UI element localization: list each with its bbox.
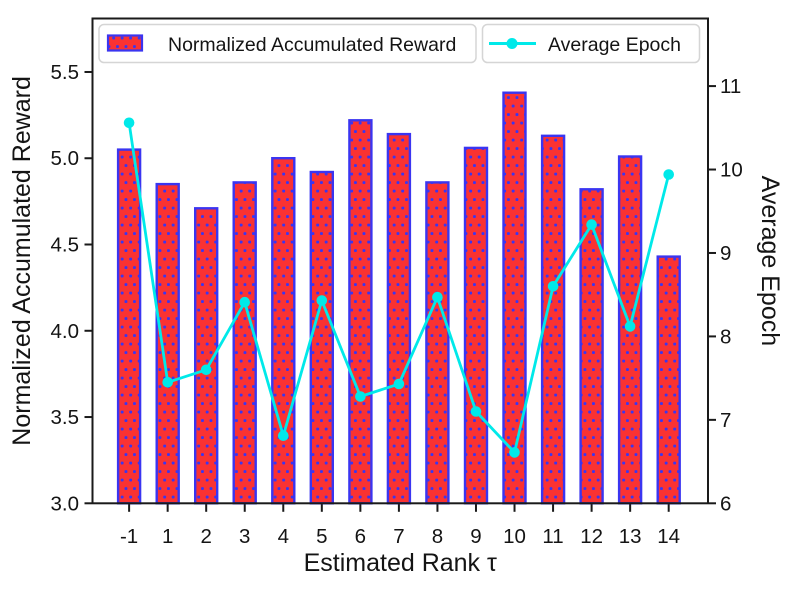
x-tick-label: 13 <box>619 525 642 548</box>
legend-bar-swatch <box>106 34 144 52</box>
x-tick-label: 3 <box>239 525 250 548</box>
left-tick-label: 4.0 <box>51 320 80 343</box>
x-tick-label: 6 <box>355 525 366 548</box>
legend-bar-series: Normalized Accumulated Reward <box>98 23 477 64</box>
legend-box <box>98 23 477 64</box>
bar-rank-6 <box>348 119 373 505</box>
right-tick-label: 7 <box>720 409 731 432</box>
line-marker-rank--1 <box>123 117 135 129</box>
line-marker-rank-4 <box>278 430 289 442</box>
left-tick-label: 3.5 <box>51 406 80 429</box>
bar-rank-8 <box>425 181 450 505</box>
x-tick-label: 11 <box>542 525 563 548</box>
x-tick-label: 9 <box>470 525 481 548</box>
x-tick-label: -1 <box>120 525 138 548</box>
x-tick-label: 12 <box>580 525 603 548</box>
bar-rank-3 <box>232 181 257 505</box>
left-tick-label: 5.0 <box>51 147 80 170</box>
left-tick-label: 4.5 <box>51 234 80 257</box>
left-axis-label: Normalized Accumulated Reward <box>8 76 36 446</box>
line-marker-rank-11 <box>547 281 559 292</box>
line-marker-rank-13 <box>624 321 636 332</box>
x-tick-label: 2 <box>200 525 211 548</box>
bar-rank--1 <box>116 148 142 505</box>
x-tick-label: 7 <box>393 525 404 548</box>
legend-label: Normalized Accumulated Reward <box>168 34 456 56</box>
left-tick-label: 5.5 <box>51 61 80 84</box>
line-marker-rank-8 <box>432 291 443 303</box>
bar-rank-7 <box>386 132 412 505</box>
right-tick-label: 6 <box>720 492 731 515</box>
line-marker-rank-14 <box>663 169 674 180</box>
right-tick-label: 8 <box>720 325 731 348</box>
right-tick-label: 10 <box>720 159 743 182</box>
bar-rank-14 <box>656 255 681 505</box>
bar-rank-9 <box>463 146 489 505</box>
right-axis-label: Average Epoch <box>756 176 784 347</box>
x-axis-label: Estimated Rank τ <box>304 549 497 577</box>
legend-line-series: Average Epoch <box>481 23 701 64</box>
line-marker-rank-2 <box>200 364 212 376</box>
line-marker-rank-5 <box>316 295 328 306</box>
line-marker-rank-6 <box>355 391 366 402</box>
left-tick-label: 3.0 <box>51 492 80 515</box>
line-marker-rank-3 <box>239 296 250 308</box>
legend-label: Average Epoch <box>548 34 681 56</box>
x-tick-label: 4 <box>278 525 289 548</box>
legend-line-marker <box>506 38 518 49</box>
x-tick-label: 8 <box>432 525 443 548</box>
right-tick-label: 9 <box>720 242 731 265</box>
x-tick-label: 5 <box>316 525 327 548</box>
line-marker-rank-12 <box>586 219 597 230</box>
bar-rank-4 <box>271 156 296 505</box>
line-marker-rank-10 <box>509 447 520 458</box>
x-tick-label: 14 <box>657 525 680 548</box>
x-tick-label: 10 <box>503 525 526 548</box>
bar-rank-10 <box>502 91 527 505</box>
bar-rank-1 <box>155 182 180 505</box>
legend-box <box>481 23 701 64</box>
line-marker-rank-1 <box>162 377 173 388</box>
bar-rank-5 <box>309 170 334 505</box>
x-tick-label: 1 <box>162 525 173 548</box>
plot-border <box>91 17 709 505</box>
line-marker-rank-9 <box>470 406 482 417</box>
right-tick-label: 11 <box>720 75 741 98</box>
line-marker-rank-7 <box>393 378 405 390</box>
